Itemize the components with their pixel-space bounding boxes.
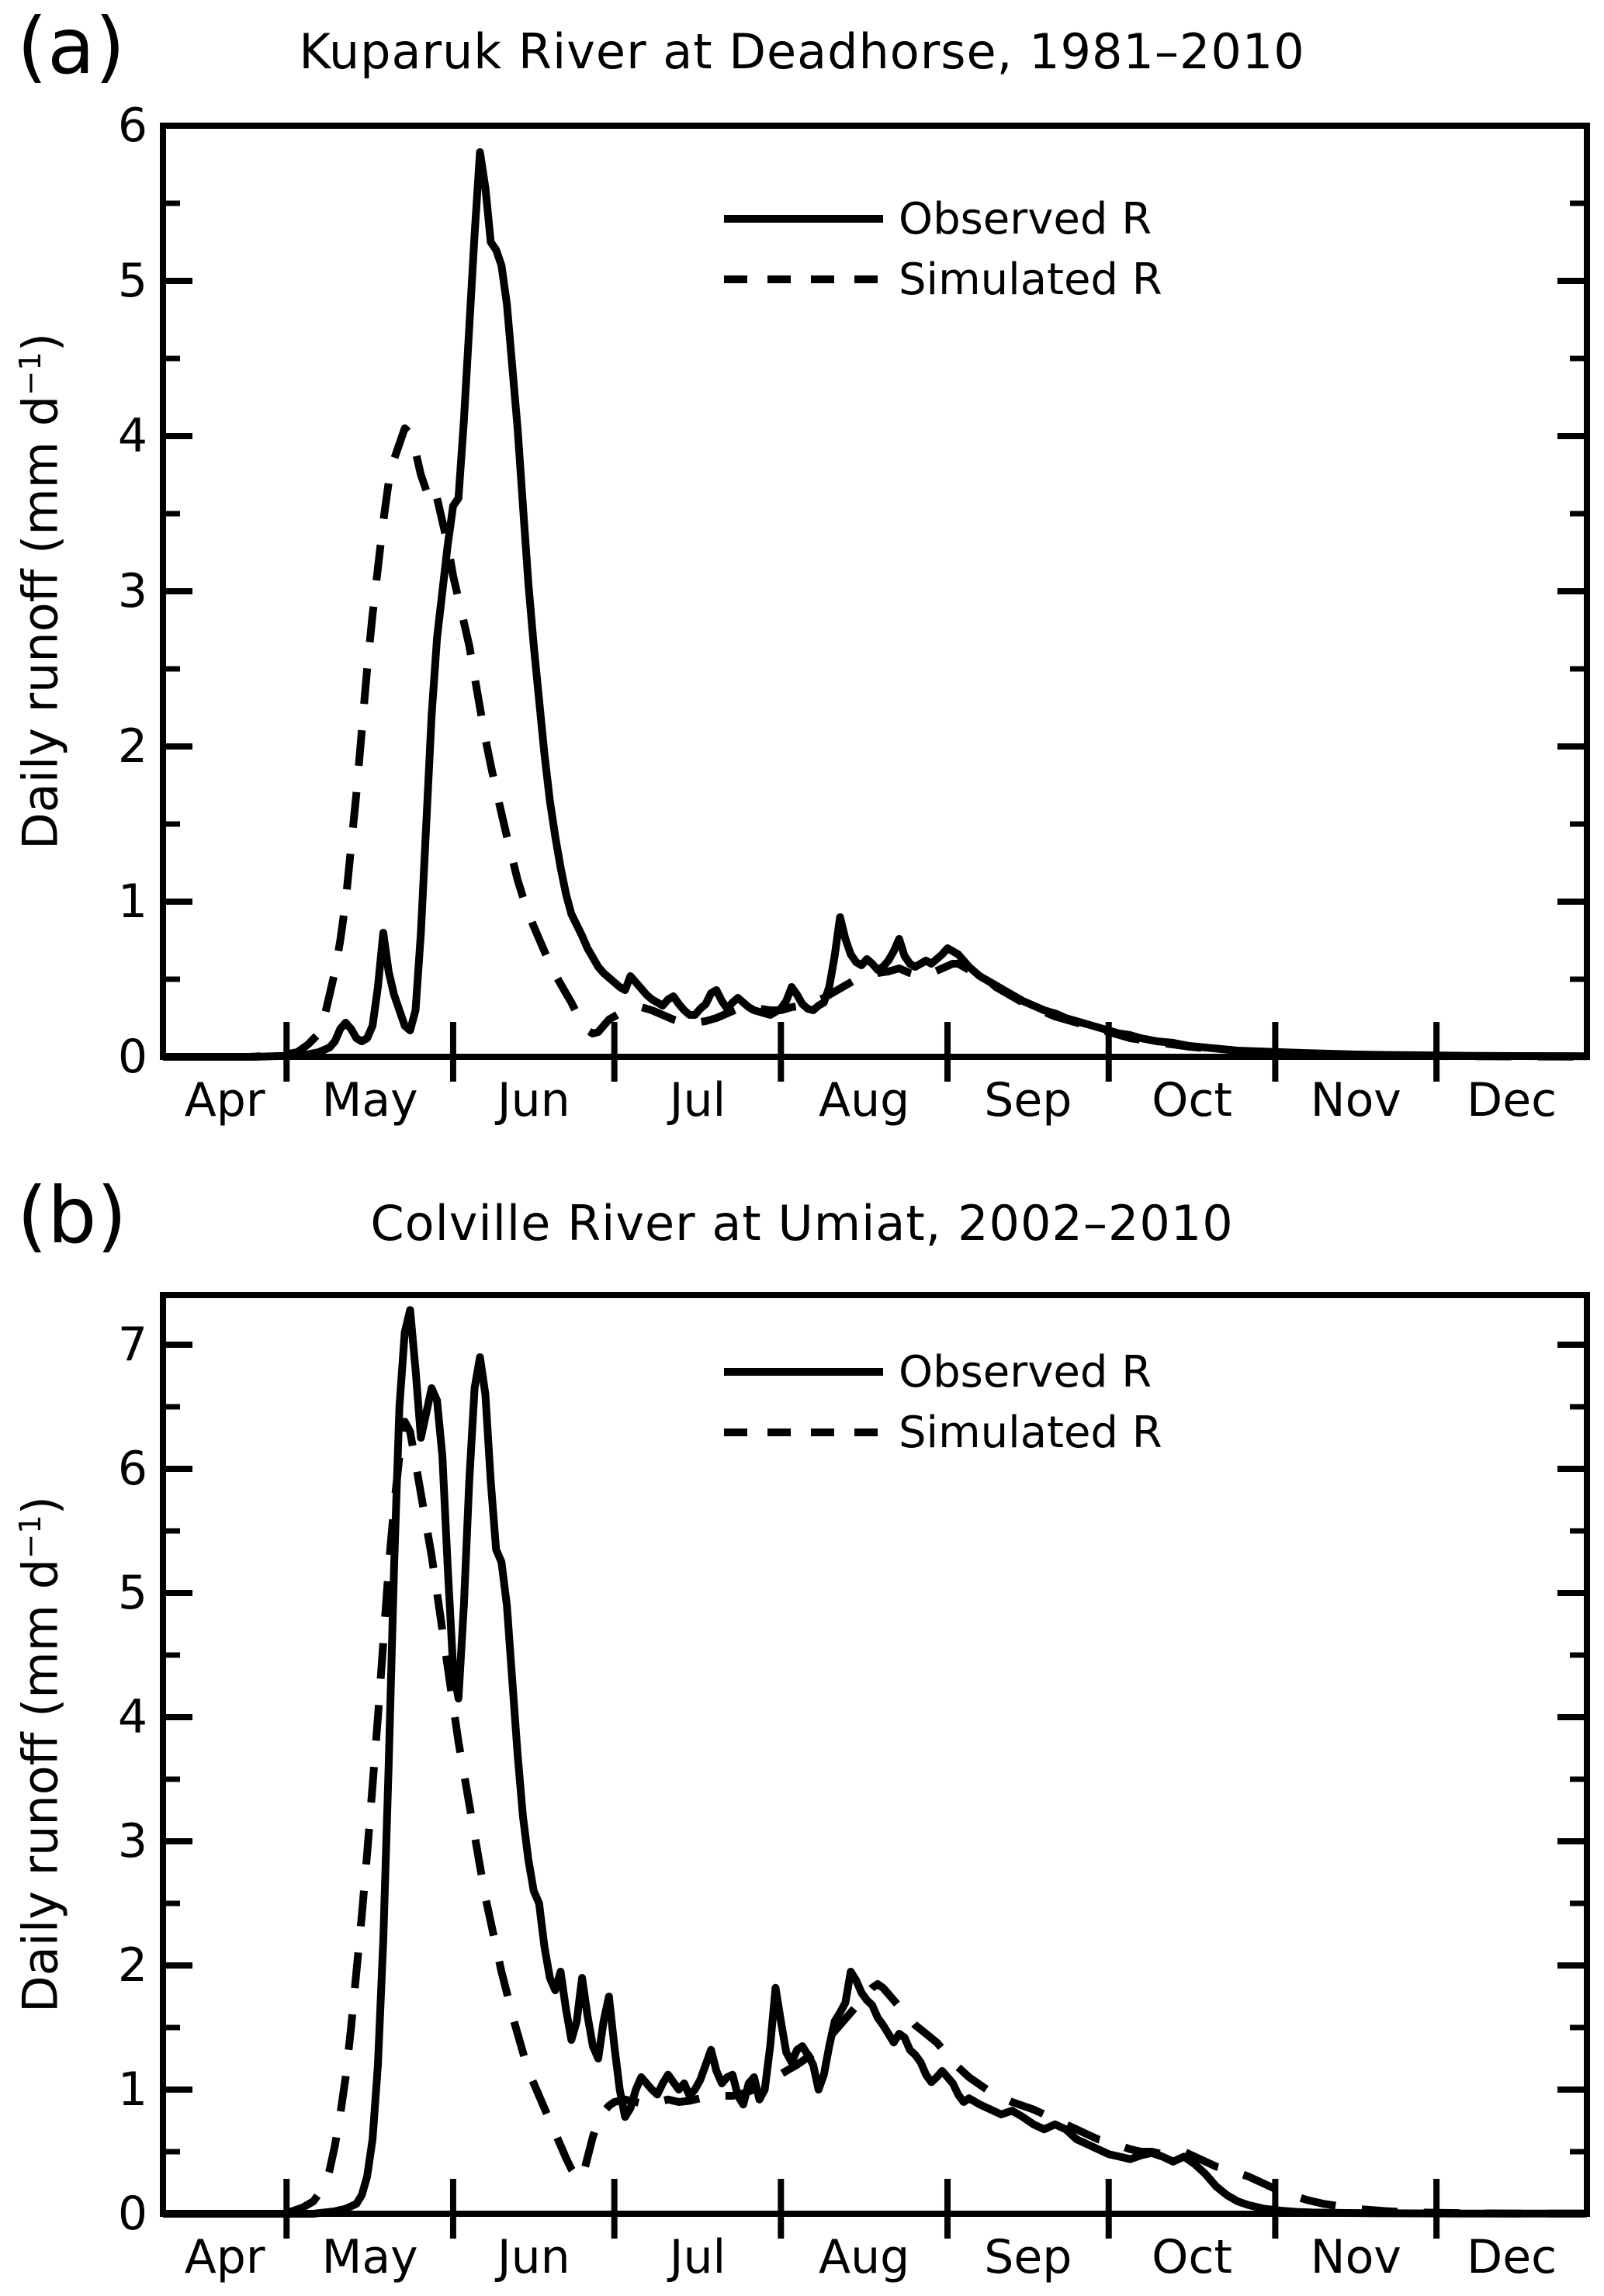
x-tick-label-Aug: Aug — [819, 1073, 910, 1127]
x-tick-label-Oct: Oct — [1152, 1073, 1232, 1127]
y-tick-label-4: 4 — [117, 1690, 147, 1744]
y-tick-label-2: 2 — [117, 1938, 147, 1993]
y-tick-label-1: 1 — [117, 2062, 147, 2117]
x-tick-label-Dec: Dec — [1466, 2230, 1557, 2284]
panel-a-legend: Observed R Simulated R — [724, 189, 1162, 310]
x-tick-label-Jun: Jun — [497, 1073, 570, 1127]
x-tick-label-Dec: Dec — [1466, 1073, 1557, 1127]
legend-row-simulated: Simulated R — [724, 249, 1162, 310]
y-tick-label-3: 3 — [117, 1814, 147, 1868]
x-tick-label-Oct: Oct — [1152, 2230, 1232, 2284]
y-tick-label-2: 2 — [117, 719, 147, 774]
x-tick-label-Nov: Nov — [1310, 1073, 1401, 1127]
legend-simulated-label: Simulated R — [899, 254, 1162, 305]
y-tick-label-6: 6 — [117, 1442, 147, 1496]
y-tick-label-5: 5 — [117, 1566, 147, 1620]
x-tick-label-May: May — [321, 1073, 418, 1127]
y-tick-label-3: 3 — [117, 564, 147, 618]
simulated-runoff-line — [163, 1418, 1588, 2218]
simulated-line-sample-icon — [724, 1429, 883, 1436]
panel-a-letter: (a) — [17, 1, 126, 92]
y-tick-label-1: 1 — [117, 874, 147, 929]
panel-b-legend: Observed R Simulated R — [724, 1342, 1162, 1463]
panel-b-title: Colville River at Umiat, 2002–2010 — [370, 1195, 1234, 1252]
legend-row-simulated: Simulated R — [724, 1402, 1162, 1463]
y-axis-label-close: ) — [12, 333, 69, 352]
y-tick-label-5: 5 — [117, 254, 147, 308]
observed-runoff-line — [163, 148, 1588, 1061]
observed-line-sample-icon — [724, 1368, 883, 1376]
x-tick-label-Sep: Sep — [984, 1073, 1072, 1127]
simulated-line-sample-icon — [724, 275, 883, 283]
y-tick-label-6: 6 — [117, 99, 147, 153]
legend-row-observed: Observed R — [724, 189, 1162, 249]
legend-simulated-label: Simulated R — [899, 1407, 1162, 1458]
x-tick-label-Sep: Sep — [984, 2230, 1072, 2284]
x-tick-label-Apr: Apr — [184, 1073, 265, 1127]
legend-row-observed: Observed R — [724, 1342, 1162, 1402]
panel-a-title: Kuparuk River at Deadhorse, 1981–2010 — [299, 23, 1305, 80]
x-tick-label-Jul: Jul — [669, 2230, 726, 2284]
x-tick-label-Jun: Jun — [497, 2230, 570, 2284]
y-tick-label-0: 0 — [117, 1030, 147, 1084]
y-tick-label-7: 7 — [117, 1318, 147, 1372]
y-axis-label-close: ) — [12, 1496, 69, 1515]
x-tick-label-Aug: Aug — [819, 2230, 910, 2284]
y-tick-label-0: 0 — [117, 2187, 147, 2241]
panel-b-letter: (b) — [17, 1170, 127, 1261]
y-tick-label-4: 4 — [117, 409, 147, 463]
simulated-runoff-line — [163, 424, 1588, 1061]
x-tick-label-Jul: Jul — [669, 1073, 726, 1127]
legend-observed-label: Observed R — [899, 1346, 1152, 1397]
legend-observed-label: Observed R — [899, 193, 1152, 244]
observed-line-sample-icon — [724, 215, 883, 223]
observed-runoff-line — [163, 1306, 1588, 2218]
x-tick-label-Apr: Apr — [184, 2230, 265, 2284]
y-axis-label-exponent: −1 — [12, 1515, 48, 1559]
x-tick-label-Nov: Nov — [1310, 2230, 1401, 2284]
y-axis-label-text: Daily runoff (mm d — [12, 395, 69, 850]
x-tick-label-May: May — [321, 2230, 418, 2284]
panel-(b)-frame — [160, 1292, 1590, 2217]
y-axis-label-exponent: −1 — [12, 351, 48, 396]
